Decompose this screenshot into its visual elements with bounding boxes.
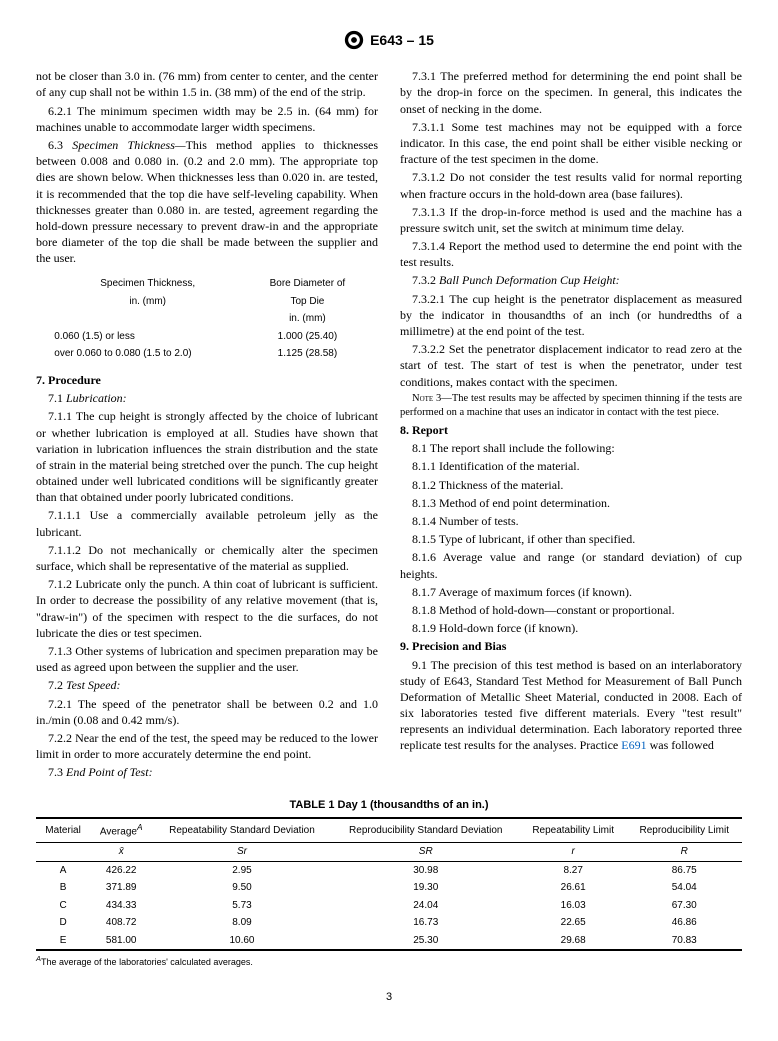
para-7-2-2: 7.2.2 Near the end of the test, the spee… — [36, 730, 378, 762]
para-7-3-1-3: 7.3.1.3 If the drop-in-force method is u… — [400, 204, 742, 236]
table-cell: 434.33 — [90, 897, 152, 915]
table-cell: 5.73 — [152, 897, 331, 915]
para-7-1-1-2: 7.1.1.2 Do not mechanically or chemicall… — [36, 542, 378, 574]
table-1-title: TABLE 1 Day 1 (thousandths of an in.) — [36, 798, 742, 813]
section-9-heading: 9. Precision and Bias — [400, 638, 742, 654]
table-cell: 581.00 — [90, 932, 152, 951]
para-7-2-1: 7.2.1 The speed of the penetrator shall … — [36, 696, 378, 728]
note-3: Note 3—The test results may be affected … — [400, 392, 742, 420]
table-cell: 46.86 — [626, 914, 742, 932]
table-cell: D — [36, 914, 90, 932]
link-e691[interactable]: E691 — [621, 738, 646, 752]
two-column-body: not be closer than 3.0 in. (76 mm) from … — [36, 68, 742, 782]
table-cell: 16.73 — [332, 914, 520, 932]
table-cell: 54.04 — [626, 879, 742, 897]
left-column: not be closer than 3.0 in. (76 mm) from … — [36, 68, 378, 782]
table-cell: 9.50 — [152, 879, 331, 897]
para-7-3: 7.3 End Point of Test: — [36, 764, 378, 780]
section-7-heading: 7. Procedure — [36, 372, 378, 388]
para-8-1: 8.1 The report shall include the followi… — [400, 440, 742, 456]
table-symbol: Sr — [152, 843, 331, 862]
table-symbol: r — [520, 843, 627, 862]
table-cell: 2.95 — [152, 861, 331, 879]
doc-designation: E643 – 15 — [344, 30, 434, 50]
para-7-3-1-2: 7.3.1.2 Do not consider the test results… — [400, 169, 742, 201]
para-8-1-3: 8.1.3 Method of end point determination. — [400, 495, 742, 511]
thickness-die-table: Specimen Thickness,Bore Diameter of in. … — [46, 274, 367, 364]
para-9-1: 9.1 The precision of this test method is… — [400, 657, 742, 754]
table-cell: 16.03 — [520, 897, 627, 915]
table-symbol: R — [626, 843, 742, 862]
table-1-footnote: AThe average of the laboratories' calcul… — [36, 954, 742, 968]
para-8-1-4: 8.1.4 Number of tests. — [400, 513, 742, 529]
table-header: AverageA — [90, 818, 152, 842]
para-6-2-1: 6.2.1 The minimum specimen width may be … — [36, 103, 378, 135]
para-8-1-5: 8.1.5 Type of lubricant, if other than s… — [400, 531, 742, 547]
table-cell: 67.30 — [626, 897, 742, 915]
table-cell: 10.60 — [152, 932, 331, 951]
para-7-2: 7.2 Test Speed: — [36, 677, 378, 693]
page-number: 3 — [36, 990, 742, 1005]
right-column: 7.3.1 The preferred method for determini… — [400, 68, 742, 782]
para-8-1-1: 8.1.1 Identification of the material. — [400, 458, 742, 474]
table-cell: E — [36, 932, 90, 951]
table-cell: 8.09 — [152, 914, 331, 932]
table-cell: 408.72 — [90, 914, 152, 932]
table-cell: 8.27 — [520, 861, 627, 879]
table-cell: 25.30 — [332, 932, 520, 951]
page-header: E643 – 15 — [36, 30, 742, 54]
para-7-1: 7.1 Lubrication: — [36, 390, 378, 406]
table-header: Reproducibility Standard Deviation — [332, 818, 520, 842]
table-1: TABLE 1 Day 1 (thousandths of an in.) Ma… — [36, 798, 742, 968]
table-cell: 70.83 — [626, 932, 742, 951]
table-header: Repeatability Limit — [520, 818, 627, 842]
para-8-1-6: 8.1.6 Average value and range (or standa… — [400, 549, 742, 581]
para-8-1-9: 8.1.9 Hold-down force (if known). — [400, 620, 742, 636]
table-cell: A — [36, 861, 90, 879]
para-8-1-2: 8.1.2 Thickness of the material. — [400, 477, 742, 493]
table-cell: 30.98 — [332, 861, 520, 879]
para-6-end: not be closer than 3.0 in. (76 mm) from … — [36, 68, 378, 100]
table-cell: 19.30 — [332, 879, 520, 897]
para-7-3-1-4: 7.3.1.4 Report the method used to determ… — [400, 238, 742, 270]
table-symbol — [36, 843, 90, 862]
para-8-1-8: 8.1.8 Method of hold-down—constant or pr… — [400, 602, 742, 618]
table-cell: 86.75 — [626, 861, 742, 879]
para-6-3: 6.3 Specimen Thickness—This method appli… — [36, 137, 378, 267]
table-cell: 26.61 — [520, 879, 627, 897]
para-7-3-2: 7.3.2 Ball Punch Deformation Cup Height: — [400, 272, 742, 288]
para-7-1-1-1: 7.1.1.1 Use a commercially available pet… — [36, 507, 378, 539]
table-cell: 22.65 — [520, 914, 627, 932]
table-cell: 24.04 — [332, 897, 520, 915]
section-8-heading: 8. Report — [400, 422, 742, 438]
para-7-1-3: 7.1.3 Other systems of lubrication and s… — [36, 643, 378, 675]
para-7-3-1-1: 7.3.1.1 Some test machines may not be eq… — [400, 119, 742, 168]
para-7-3-2-2: 7.3.2.2 Set the penetrator displacement … — [400, 341, 742, 390]
table-symbol: x̄ — [90, 843, 152, 862]
para-7-3-1: 7.3.1 The preferred method for determini… — [400, 68, 742, 117]
para-7-1-1: 7.1.1 The cup height is strongly affecte… — [36, 408, 378, 505]
table-cell: 29.68 — [520, 932, 627, 951]
table-cell: C — [36, 897, 90, 915]
table-header: Repeatability Standard Deviation — [152, 818, 331, 842]
para-8-1-7: 8.1.7 Average of maximum forces (if know… — [400, 584, 742, 600]
para-7-1-2: 7.1.2 Lubricate only the punch. A thin c… — [36, 576, 378, 641]
table-cell: 426.22 — [90, 861, 152, 879]
table-header: Reproducibility Limit — [626, 818, 742, 842]
astm-logo-icon — [344, 30, 364, 50]
table-symbol: SR — [332, 843, 520, 862]
table-cell: B — [36, 879, 90, 897]
table-cell: 371.89 — [90, 879, 152, 897]
para-7-3-2-1: 7.3.2.1 The cup height is the penetrator… — [400, 291, 742, 340]
table-header: Material — [36, 818, 90, 842]
